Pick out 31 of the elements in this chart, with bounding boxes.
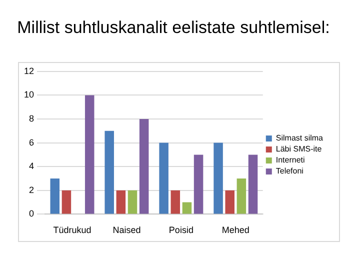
bar [159,142,168,214]
y-tick-label: 10 [24,90,34,100]
bar [84,95,94,214]
legend-label: Telefoni [276,166,304,176]
bar [62,190,72,214]
y-tick-label: 0 [28,208,34,219]
bar [194,154,204,214]
chart-title: Millist suhtluskanalit eelistate suhtlemisel: [16,18,331,38]
y-tick-label: 8 [28,113,34,124]
x-tick-label: Naised [112,225,141,236]
bar [116,190,126,214]
y-tick-label: 12 [24,66,34,76]
y-tick-label: 4 [28,161,34,172]
bar [182,202,192,214]
x-tick-label: Tüdrukud [53,225,92,236]
y-tick-label: 6 [28,137,34,148]
x-tick-label: Poisid [168,225,194,236]
bar [214,142,223,214]
bar [50,178,60,214]
bar [248,154,258,214]
bar [236,178,246,214]
legend-label: Interneti [276,156,306,165]
bar [225,190,234,214]
bar [139,119,149,214]
x-tick-label: Mehed [222,225,250,236]
bar [104,130,114,214]
bar [170,190,180,214]
legend-label: Läbi SMS-ite [276,144,322,154]
y-tick-label: 2 [28,184,34,195]
legend-label: Silmast silma [276,134,324,143]
bar [128,190,138,214]
